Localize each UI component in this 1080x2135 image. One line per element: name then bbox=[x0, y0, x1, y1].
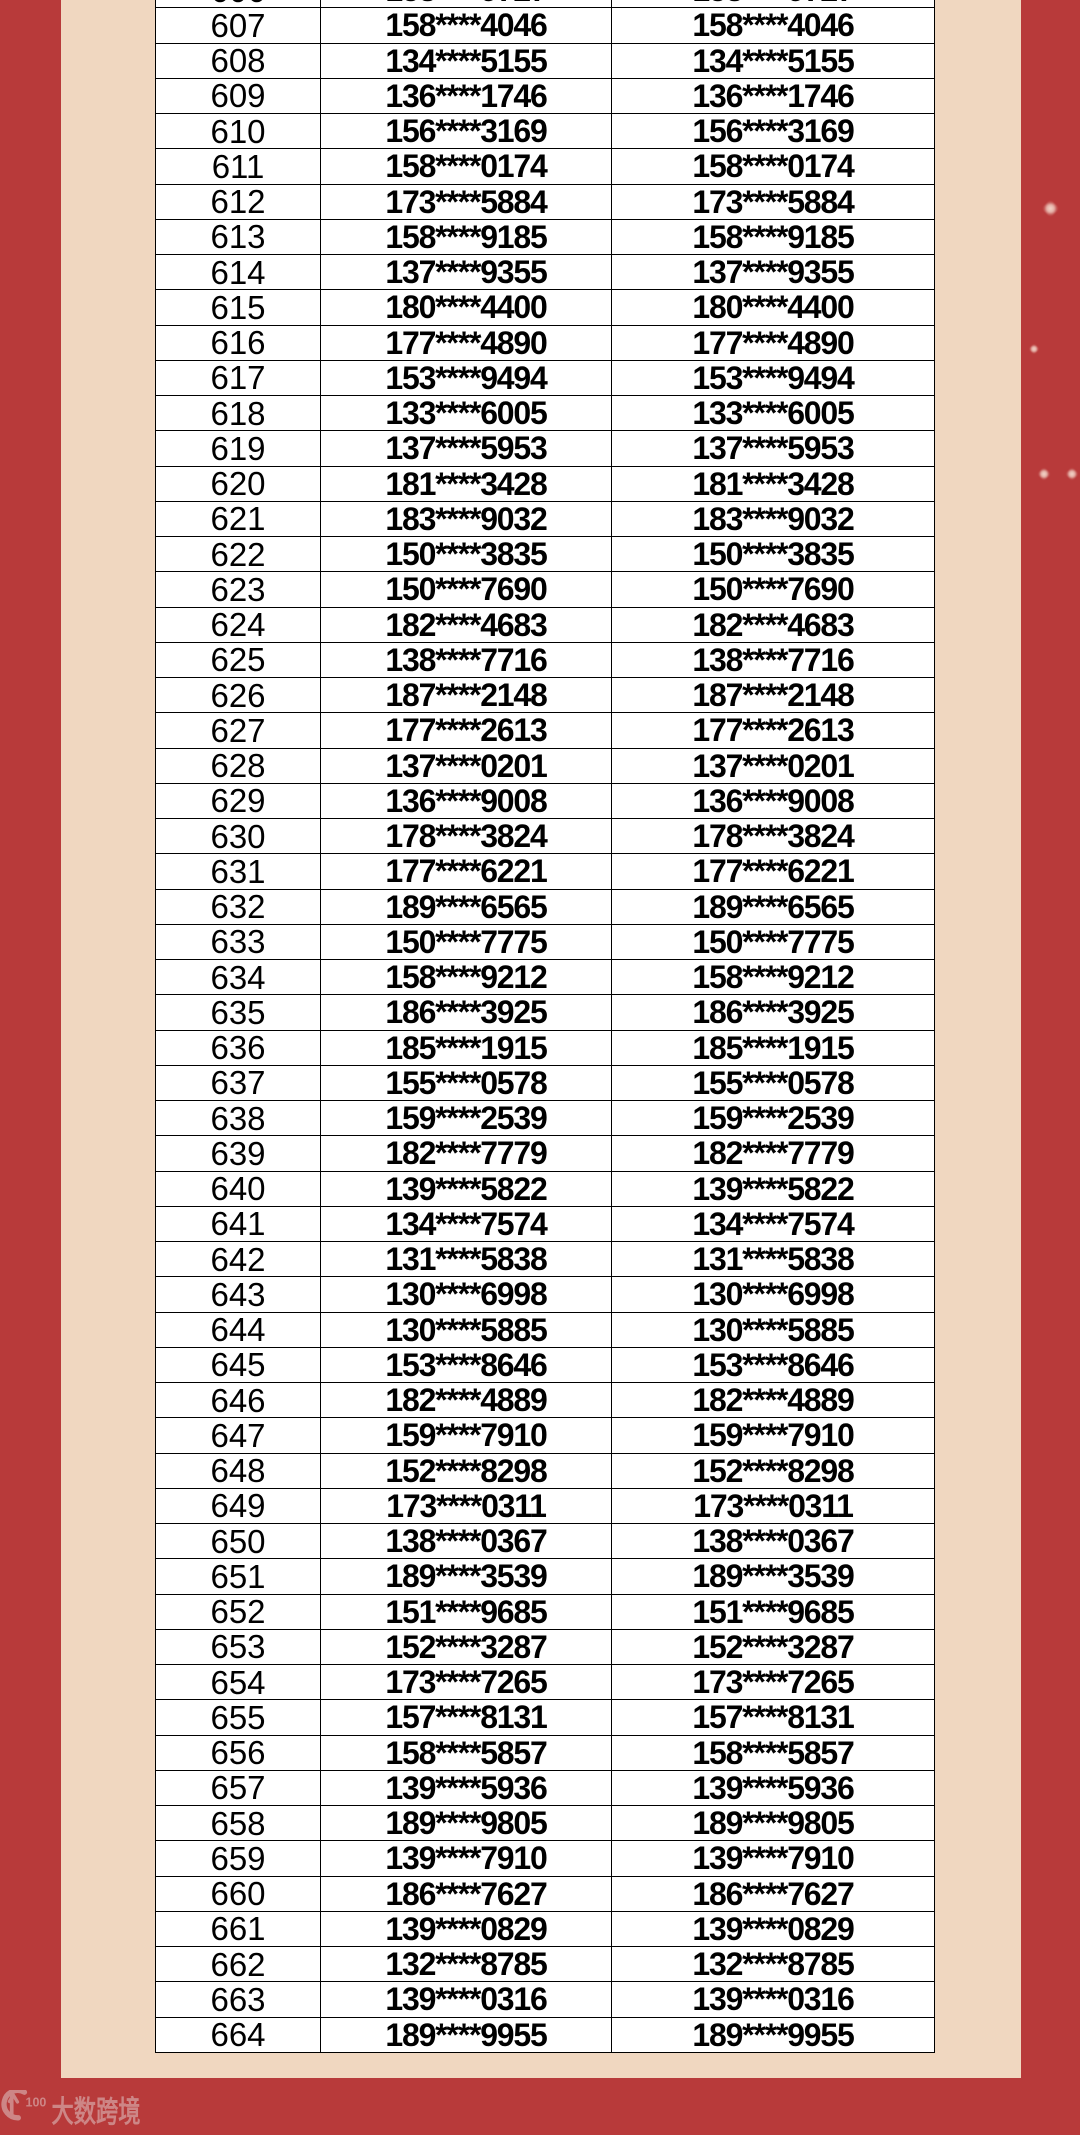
svg-text:100: 100 bbox=[26, 2096, 47, 2110]
svg-text:大数跨境: 大数跨境 bbox=[52, 2095, 141, 2129]
